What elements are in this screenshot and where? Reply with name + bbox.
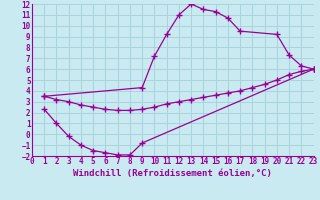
X-axis label: Windchill (Refroidissement éolien,°C): Windchill (Refroidissement éolien,°C) [73,169,272,178]
